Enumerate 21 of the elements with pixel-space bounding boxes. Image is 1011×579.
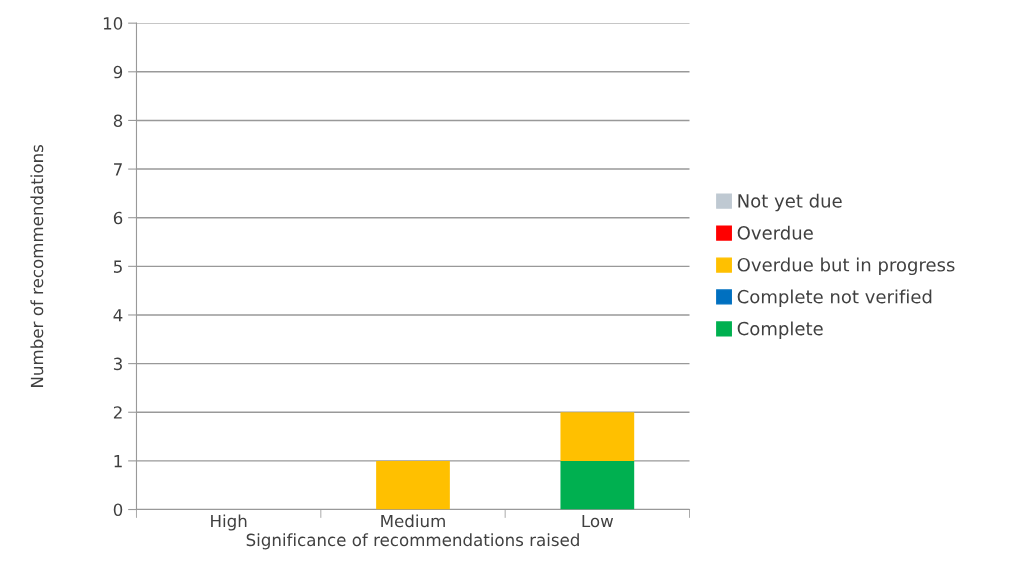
y-axis-title: Number of recommendations xyxy=(30,144,44,387)
y-tick-label: 6 xyxy=(113,211,123,225)
y-tick-label: 10 xyxy=(103,17,123,30)
legend-label: Complete not verified xyxy=(737,289,932,307)
y-tick-label: 9 xyxy=(113,65,123,79)
legend-label: Overdue but in progress xyxy=(737,257,955,276)
x-tick-label: Low xyxy=(582,514,614,528)
legend-label: Not yet due xyxy=(738,193,842,212)
y-tick-label: 1 xyxy=(114,455,122,468)
y-tick-label: 4 xyxy=(113,309,123,322)
y-tick-label: 0 xyxy=(113,503,123,517)
y-tick-label: 5 xyxy=(113,260,122,273)
x-axis-title: Significance of recommendations raised xyxy=(246,533,579,550)
y-tick-label: 2 xyxy=(113,406,122,419)
y-tick-label: 8 xyxy=(113,114,123,127)
y-tick-label: 3 xyxy=(113,357,122,371)
x-tick-label: Medium xyxy=(381,514,445,528)
legend-label: Overdue xyxy=(737,225,813,240)
y-tick-label: 7 xyxy=(114,163,122,176)
legend-label: Complete xyxy=(737,321,823,339)
x-tick-label: High xyxy=(211,514,247,531)
